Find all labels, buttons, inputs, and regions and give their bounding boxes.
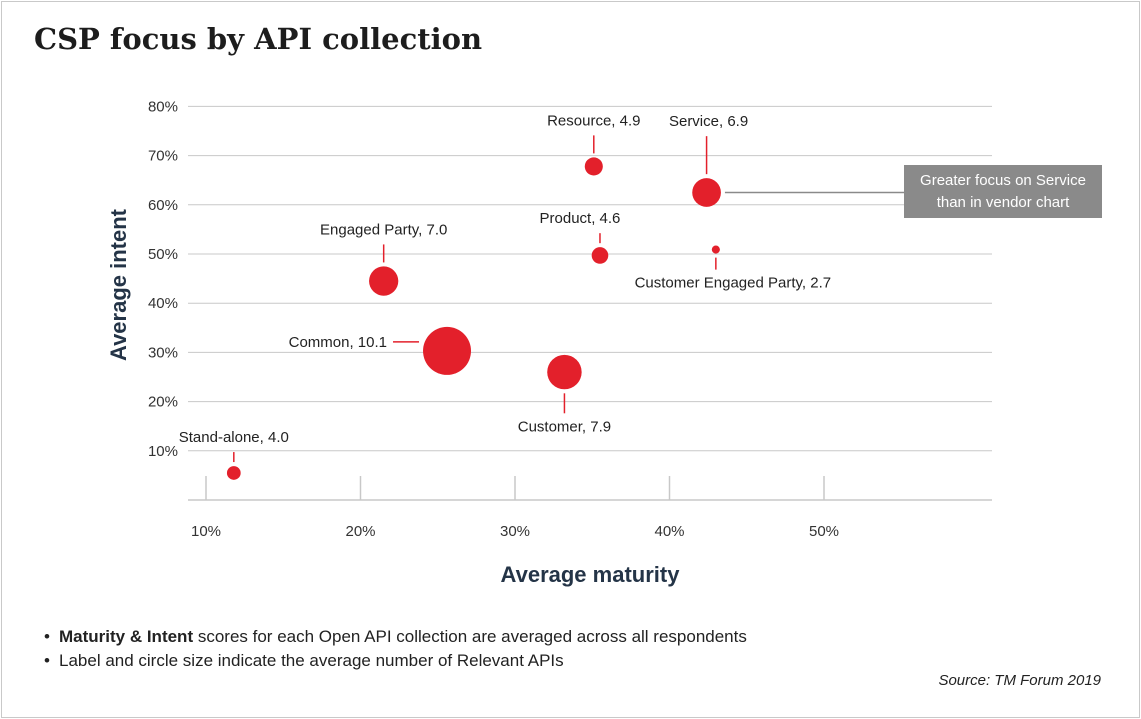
y-axis-label: Average intent <box>106 208 131 361</box>
bubble <box>369 266 399 296</box>
footnote-1-text: scores for each Open API collection are … <box>193 627 747 646</box>
bubble <box>591 247 609 264</box>
x-tick-label: 50% <box>809 523 839 540</box>
y-tick-label: 70% <box>148 148 178 165</box>
bubble-label: Stand-alone, 4.0 <box>179 429 289 446</box>
footnote-1-bold: Maturity & Intent <box>59 627 194 646</box>
bubbles <box>226 157 721 480</box>
gridlines <box>188 105 992 501</box>
annotation-text: Greater focus on Service than in vendor … <box>920 171 1086 211</box>
source-note: Source: TM Forum 2019 <box>938 672 1101 689</box>
footnote-2-text: Label and circle size indicate the avera… <box>59 651 564 670</box>
x-tick-label: 10% <box>191 523 221 540</box>
bubble-labels: Stand-alone, 4.0 Engaged Party, 7.0 Common… <box>179 112 831 446</box>
footnote-2: • Label and circle size indicate the aver… <box>44 649 747 673</box>
y-tick-label: 40% <box>148 295 178 312</box>
bubble <box>692 178 721 207</box>
y-tick-label: 30% <box>148 344 178 361</box>
x-axis-label: Average maturity <box>500 562 680 587</box>
y-tick-label: 80% <box>148 98 178 115</box>
bubble <box>584 157 603 176</box>
bubble <box>226 466 241 480</box>
bubble <box>711 245 720 254</box>
bullet-icon: • <box>44 651 50 670</box>
bubble <box>423 326 472 375</box>
bubble-label: Product, 4.6 <box>540 210 621 227</box>
x-tick-label: 40% <box>654 523 684 540</box>
bubble-label: Resource, 4.9 <box>547 112 640 129</box>
bullet-icon: • <box>44 627 50 646</box>
bubble-label: Common, 10.1 <box>289 334 387 351</box>
bubble-label: Customer Engaged Party, 2.7 <box>635 275 832 292</box>
y-tick-label: 50% <box>148 246 178 263</box>
y-tick-label: 20% <box>148 394 178 411</box>
bubble-label: Service, 6.9 <box>669 113 748 130</box>
y-tick-labels: 10% 20% 30% 40% 50% 60% 70% 80% <box>148 98 178 459</box>
y-tick-label: 10% <box>148 443 178 460</box>
x-tick-labels: 10% 20% 30% 40% 50% <box>191 523 839 540</box>
x-tick-label: 30% <box>500 523 530 540</box>
annotation-callout: Greater focus on Service than in vendor … <box>904 165 1102 218</box>
bubble <box>547 354 582 390</box>
label-leader-lines <box>233 135 904 463</box>
footnote-1: • Maturity & Intent scores for each Open … <box>44 625 747 649</box>
bubble-label: Engaged Party, 7.0 <box>320 221 447 238</box>
chart-title: CSP focus by API collection <box>34 22 483 56</box>
x-tick-label: 20% <box>345 523 375 540</box>
y-tick-label: 60% <box>148 197 178 214</box>
footnotes: • Maturity & Intent scores for each Open … <box>44 625 747 673</box>
bubble-label: Customer, 7.9 <box>518 418 611 435</box>
